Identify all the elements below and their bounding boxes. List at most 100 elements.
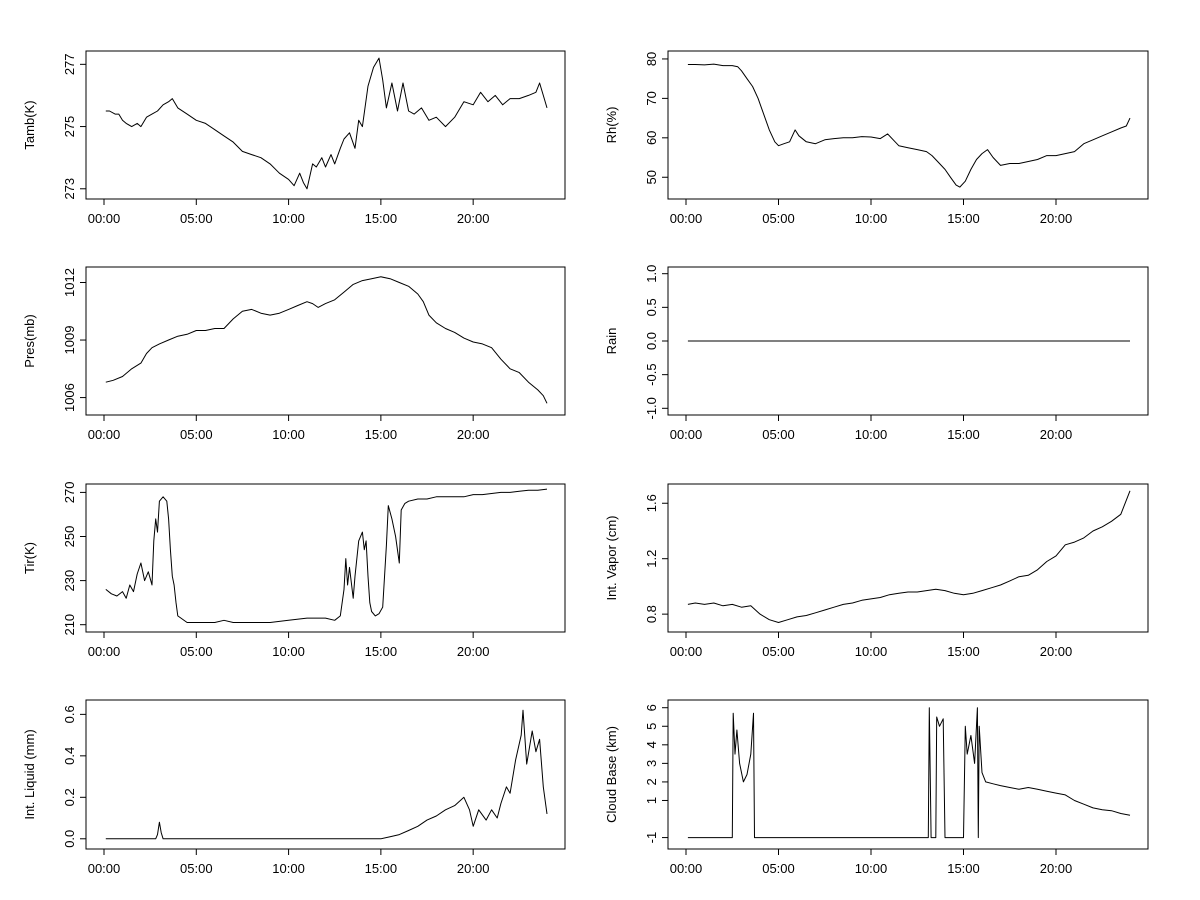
x-tick-label: 05:00 bbox=[762, 644, 795, 659]
series-line bbox=[105, 488, 548, 623]
x-tick-label: 10:00 bbox=[272, 861, 305, 876]
y-tick-label: 1.0 bbox=[644, 265, 659, 283]
panel-7: 00:00 05:00 10:00 15:00 20:00 0.0 0.2 0.4 0.6 Int… bbox=[22, 699, 566, 876]
y-axis-label: Tir(K) bbox=[22, 542, 37, 574]
x-tick-label: 10:00 bbox=[855, 211, 888, 226]
y-tick-label: -0.5 bbox=[644, 363, 659, 385]
y-tick-label: 80 bbox=[644, 52, 659, 66]
x-tick-label: 10:00 bbox=[855, 644, 888, 659]
y-axis-label: Rh(%) bbox=[604, 107, 619, 144]
y-tick-label: 1009 bbox=[62, 326, 77, 355]
x-tick-label: 00:00 bbox=[670, 427, 703, 442]
x-tick-label: 15:00 bbox=[947, 427, 980, 442]
x-tick-label: 20:00 bbox=[457, 861, 490, 876]
y-tick-label: 0.5 bbox=[644, 298, 659, 316]
y-tick-label: 277 bbox=[62, 53, 77, 75]
x-tick-label: 00:00 bbox=[88, 861, 121, 876]
x-tick-label: 00:00 bbox=[88, 427, 121, 442]
plot-frame bbox=[667, 50, 1149, 200]
y-tick-label: 1012 bbox=[62, 268, 77, 297]
y-tick-label: 250 bbox=[62, 526, 77, 548]
y-tick-label: 70 bbox=[644, 91, 659, 105]
x-tick-label: 15:00 bbox=[365, 427, 398, 442]
series-line bbox=[105, 709, 548, 840]
y-tick-label: 0.0 bbox=[62, 830, 77, 848]
panel-4: 00:00 05:00 10:00 15:00 20:00 -1.0 -0.5 0.0 0.5 1… bbox=[604, 265, 1149, 442]
x-tick-label: 05:00 bbox=[180, 427, 213, 442]
y-tick-label: 0.2 bbox=[62, 788, 77, 806]
x-tick-label: 15:00 bbox=[365, 211, 398, 226]
x-tick-label: 00:00 bbox=[670, 861, 703, 876]
series-line bbox=[105, 57, 548, 190]
y-tick-label: 5 bbox=[644, 723, 659, 730]
panel-2: 00:00 05:00 10:00 15:00 20:00 50 60 70 80 Rh(%) bbox=[604, 50, 1149, 226]
y-tick-label: 270 bbox=[62, 482, 77, 504]
x-tick-label: 20:00 bbox=[1040, 211, 1073, 226]
y-axis-label: Rain bbox=[604, 328, 619, 355]
x-tick-label: 10:00 bbox=[272, 644, 305, 659]
y-axis-label: Pres(mb) bbox=[22, 314, 37, 367]
y-tick-label: 3 bbox=[644, 760, 659, 767]
plot-frame bbox=[85, 50, 566, 200]
x-tick-label: 05:00 bbox=[180, 211, 213, 226]
x-tick-label: 20:00 bbox=[1040, 644, 1073, 659]
panel-5: 00:00 05:00 10:00 15:00 20:00 210 230 250 270 Tir… bbox=[22, 482, 566, 659]
y-tick-label: 1006 bbox=[62, 383, 77, 412]
y-tick-label: 1.2 bbox=[644, 550, 659, 568]
x-tick-label: 15:00 bbox=[947, 211, 980, 226]
x-tick-label: 00:00 bbox=[670, 211, 703, 226]
x-tick-label: 10:00 bbox=[272, 427, 305, 442]
plot-frame bbox=[667, 699, 1149, 850]
x-tick-label: 20:00 bbox=[1040, 861, 1073, 876]
x-tick-label: 10:00 bbox=[855, 861, 888, 876]
y-tick-label: 230 bbox=[62, 570, 77, 592]
series-line bbox=[687, 707, 1131, 839]
x-tick-label: 05:00 bbox=[180, 861, 213, 876]
x-tick-label: 20:00 bbox=[1040, 427, 1073, 442]
x-tick-label: 10:00 bbox=[855, 427, 888, 442]
x-tick-label: 20:00 bbox=[457, 427, 490, 442]
y-tick-label: 6 bbox=[644, 704, 659, 711]
y-axis-label: Cloud Base (km) bbox=[604, 726, 619, 823]
panel-8: 00:00 05:00 10:00 15:00 20:00 -1 1 2 3 4 5 6 Cloud B… bbox=[604, 699, 1149, 876]
y-tick-label: 4 bbox=[644, 741, 659, 748]
panel-1: 00:00 05:00 10:00 15:00 20:00 273 275 277 Tamb(K… bbox=[22, 50, 566, 226]
series-line bbox=[687, 63, 1131, 188]
y-tick-label: -1.0 bbox=[644, 397, 659, 419]
y-axis-label: Int. Vapor (cm) bbox=[604, 515, 619, 600]
y-tick-label: 210 bbox=[62, 614, 77, 636]
x-tick-label: 05:00 bbox=[180, 644, 213, 659]
x-tick-label: 15:00 bbox=[947, 644, 980, 659]
y-axis-label: Int. Liquid (mm) bbox=[22, 729, 37, 819]
x-tick-label: 15:00 bbox=[365, 644, 398, 659]
x-tick-label: 20:00 bbox=[457, 644, 490, 659]
y-tick-label: 1.6 bbox=[644, 494, 659, 512]
plot-frame bbox=[85, 483, 566, 633]
y-tick-label: 0.6 bbox=[62, 705, 77, 723]
x-tick-label: 00:00 bbox=[88, 211, 121, 226]
series-line bbox=[105, 276, 548, 404]
y-tick-label: -1 bbox=[644, 832, 659, 844]
x-tick-label: 00:00 bbox=[88, 644, 121, 659]
y-tick-label: 1 bbox=[644, 797, 659, 804]
plot-frame bbox=[667, 483, 1149, 633]
panel-6: 00:00 05:00 10:00 15:00 20:00 0.8 1.2 1.6 Int. V… bbox=[604, 483, 1149, 659]
y-axis-label: Tamb(K) bbox=[22, 100, 37, 149]
y-tick-label: 275 bbox=[62, 116, 77, 138]
y-tick-label: 0.4 bbox=[62, 747, 77, 765]
panel-3: 00:00 05:00 10:00 15:00 20:00 1006 1009 1012 Pre… bbox=[22, 266, 566, 442]
x-tick-label: 10:00 bbox=[272, 211, 305, 226]
x-tick-label: 20:00 bbox=[457, 211, 490, 226]
x-tick-label: 05:00 bbox=[762, 861, 795, 876]
y-tick-label: 50 bbox=[644, 170, 659, 184]
y-tick-label: 60 bbox=[644, 131, 659, 145]
y-tick-label: 0.0 bbox=[644, 332, 659, 350]
y-tick-label: 273 bbox=[62, 178, 77, 200]
plot-frame bbox=[85, 699, 566, 850]
x-tick-label: 05:00 bbox=[762, 211, 795, 226]
x-tick-label: 05:00 bbox=[762, 427, 795, 442]
x-tick-label: 15:00 bbox=[947, 861, 980, 876]
x-tick-label: 00:00 bbox=[670, 644, 703, 659]
x-tick-label: 15:00 bbox=[365, 861, 398, 876]
y-tick-label: 2 bbox=[644, 778, 659, 785]
